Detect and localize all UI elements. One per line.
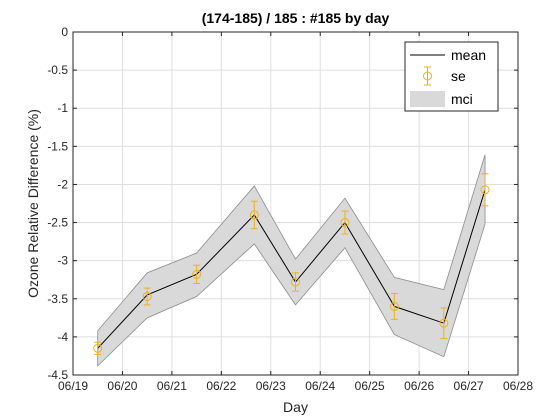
legend-se-label: se xyxy=(451,68,466,84)
se-point xyxy=(142,291,152,301)
x-axis-label: Day xyxy=(283,399,308,415)
mci-band-layer xyxy=(97,154,486,367)
x-tick-label: 06/22 xyxy=(206,379,236,393)
y-tick-label: -1.5 xyxy=(47,139,68,153)
y-tick-label: -4.5 xyxy=(47,368,68,382)
se-errorbar xyxy=(480,173,490,207)
y-tick-label: -4 xyxy=(57,330,68,344)
x-tick-label: 06/19 xyxy=(58,379,88,393)
se-errorbar xyxy=(389,292,399,320)
x-tick-label: 06/27 xyxy=(454,379,484,393)
se-errorbar xyxy=(291,272,300,292)
se-errorbar xyxy=(340,210,350,235)
se-errorbar xyxy=(142,287,152,306)
se-point xyxy=(389,301,399,311)
se-point xyxy=(340,218,350,228)
chart-title: (174-185) / 185 : #185 by day xyxy=(202,10,390,26)
se-point xyxy=(480,185,490,195)
x-tick-label: 06/26 xyxy=(404,379,434,393)
y-tick-label: -3.5 xyxy=(47,292,68,306)
legend-se-swatch-marker xyxy=(423,71,432,81)
se-errorbar xyxy=(439,307,449,339)
se-errorbar xyxy=(192,264,202,285)
y-tick-label: -2 xyxy=(57,177,68,191)
legend: mean se mci xyxy=(404,41,499,112)
tick-layer: 06/19 06/20 06/21 06/22 06/23 06/24 06/25 06/26… xyxy=(47,25,533,393)
y-tick-label: 0 xyxy=(61,25,68,39)
y-tick-label: -1 xyxy=(57,101,68,115)
x-tick-label: 06/24 xyxy=(305,379,335,393)
se-point xyxy=(192,269,202,279)
legend-mci-swatch xyxy=(410,91,445,107)
x-tick-label: 06/25 xyxy=(355,379,385,393)
legend-mci-label: mci xyxy=(451,91,473,107)
se-point xyxy=(93,343,103,353)
mci-band xyxy=(97,154,486,367)
legend-mean-label: mean xyxy=(451,47,486,63)
y-tick-label: -0.5 xyxy=(47,63,68,77)
se-point xyxy=(439,318,449,328)
x-tick-label: 06/20 xyxy=(107,379,137,393)
y-axis-label: Ozone Relative Difference (%) xyxy=(25,109,41,298)
se-point xyxy=(291,277,300,287)
y-tick-label: -2.5 xyxy=(47,216,68,230)
se-errorbar-layer xyxy=(93,173,490,355)
y-tick-label: -3 xyxy=(57,254,68,268)
axes-box xyxy=(72,31,519,376)
se-point xyxy=(249,210,259,220)
x-tick-label: 06/21 xyxy=(157,379,187,393)
x-tick-label: 06/23 xyxy=(256,379,286,393)
x-tick-label: 06/28 xyxy=(503,379,533,393)
se-errorbar xyxy=(249,200,259,230)
se-errorbar xyxy=(93,341,103,355)
